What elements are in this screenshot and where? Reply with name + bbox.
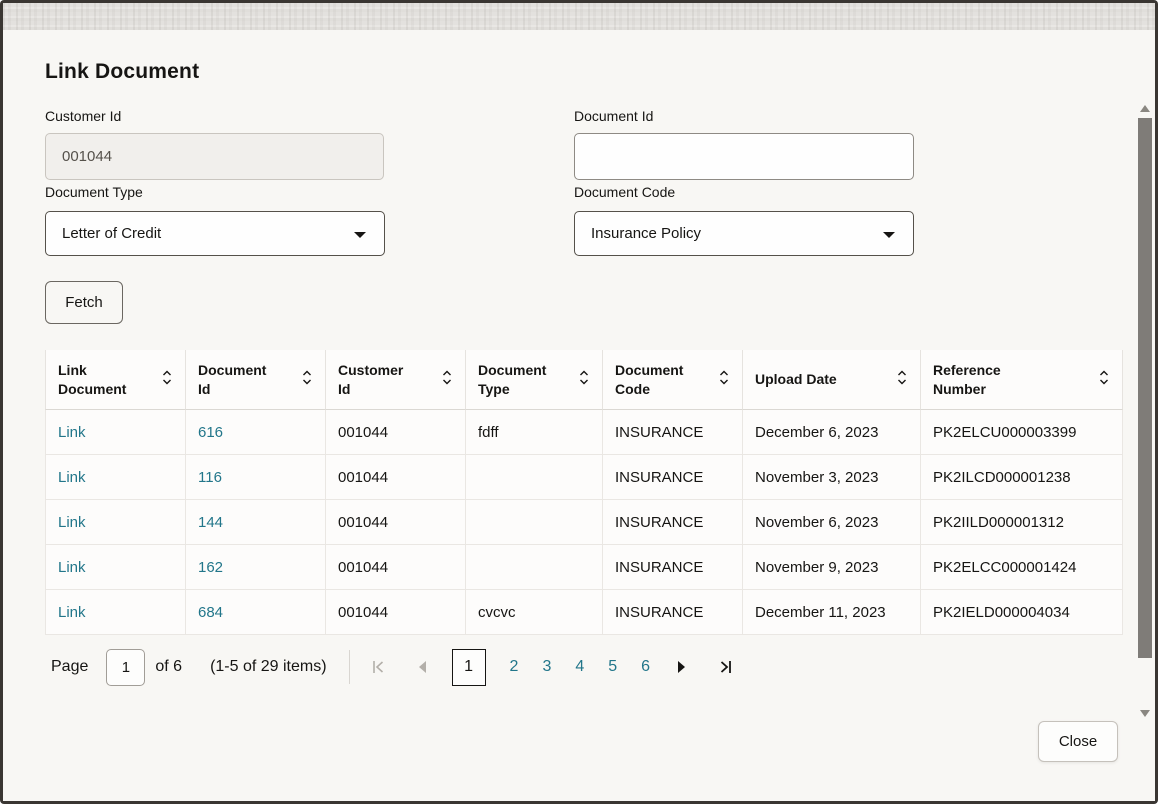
background-page-texture (3, 3, 1155, 30)
page-link[interactable]: 5 (608, 658, 618, 675)
document-type-cell (466, 500, 603, 545)
customer-id-cell: 001044 (326, 455, 466, 500)
column-header-customer-id[interactable]: Customer Id (326, 350, 466, 410)
reference-number-cell: PK2IILD000001312 (921, 500, 1123, 545)
customer-id-cell: 001044 (326, 500, 466, 545)
document-id-link[interactable]: 116 (198, 468, 222, 486)
page-title: Link Document (45, 60, 200, 83)
document-type-cell (466, 455, 603, 500)
document-type-select[interactable]: Letter of Credit (45, 211, 385, 256)
sort-icon[interactable] (1092, 369, 1110, 391)
close-button[interactable]: Close (1038, 721, 1118, 762)
upload-date-cell: November 3, 2023 (743, 455, 921, 500)
page-link[interactable]: 2 (509, 658, 519, 675)
document-id-link[interactable]: 684 (198, 603, 224, 621)
table-row: Link 684 001044 cvcvc INSURANCE December… (45, 590, 1123, 635)
document-type-cell: cvcvc (466, 590, 603, 635)
documents-table: Link Document Document Id Customer Id Do… (45, 350, 1123, 635)
table-header-row: Link Document Document Id Customer Id Do… (45, 350, 1123, 410)
sort-icon[interactable] (155, 369, 173, 391)
document-type-cell: fdff (466, 410, 603, 455)
document-id-label: Document Id (574, 108, 654, 124)
customer-id-cell: 001044 (326, 410, 466, 455)
customer-id-cell: 001044 (326, 545, 466, 590)
document-code-value: Insurance Policy (591, 225, 702, 242)
reference-number-cell: PK2ELCU000003399 (921, 410, 1123, 455)
upload-date-cell: December 11, 2023 (743, 590, 921, 635)
column-header-document-code[interactable]: Document Code (603, 350, 743, 410)
document-type-label: Document Type (45, 184, 143, 200)
table-row: Link 616 001044 fdff INSURANCE December … (45, 410, 1123, 455)
reference-number-cell: PK2ILCD000001238 (921, 455, 1123, 500)
link-action[interactable]: Link (58, 513, 86, 531)
page-link[interactable]: 3 (542, 658, 552, 675)
link-document-dialog: Link Document Customer Id Document Id Do… (3, 30, 1155, 801)
column-header-upload-date[interactable]: Upload Date (743, 350, 921, 410)
column-header-document-id[interactable]: Document Id (186, 350, 326, 410)
document-code-cell: INSURANCE (603, 410, 743, 455)
sort-icon[interactable] (435, 369, 453, 391)
column-header-reference-number[interactable]: Reference Number (921, 350, 1123, 410)
sort-icon[interactable] (572, 369, 590, 391)
link-action[interactable]: Link (58, 423, 86, 441)
table-row: Link 116 001044 INSURANCE November 3, 20… (45, 455, 1123, 500)
sort-icon[interactable] (295, 369, 313, 391)
pagination-divider (348, 650, 350, 684)
document-type-value: Letter of Credit (62, 225, 162, 242)
reference-number-cell: PK2ELCC000001424 (921, 545, 1123, 590)
items-range-label: (1-5 of 29 items) (210, 658, 327, 675)
last-page-icon[interactable] (716, 657, 736, 677)
sort-icon[interactable] (712, 369, 730, 391)
next-page-icon[interactable] (672, 657, 692, 677)
column-header-document-type[interactable]: Document Type (466, 350, 603, 410)
pagination-bar: Page of 6 (1-5 of 29 items) 1 2 3 4 5 6 (51, 648, 736, 686)
page-number-input[interactable] (106, 648, 146, 686)
document-code-label: Document Code (574, 184, 676, 200)
link-action[interactable]: Link (58, 558, 86, 576)
scrollbar-thumb[interactable] (1138, 118, 1152, 658)
reference-number-cell: PK2IELD000004034 (921, 590, 1123, 635)
column-header-link-document[interactable]: Link Document (45, 350, 186, 410)
document-code-cell: INSURANCE (603, 500, 743, 545)
document-type-cell (466, 545, 603, 590)
upload-date-cell: December 6, 2023 (743, 410, 921, 455)
vertical-scrollbar[interactable] (1138, 105, 1152, 717)
document-code-cell: INSURANCE (603, 545, 743, 590)
previous-page-icon[interactable] (412, 657, 432, 677)
customer-id-cell: 001044 (326, 590, 466, 635)
fetch-button[interactable]: Fetch (45, 281, 123, 324)
document-id-field[interactable] (574, 133, 914, 180)
upload-date-cell: November 9, 2023 (743, 545, 921, 590)
chevron-down-icon (883, 231, 895, 238)
scroll-up-icon[interactable] (1140, 105, 1150, 112)
upload-date-cell: November 6, 2023 (743, 500, 921, 545)
customer-id-label: Customer Id (45, 108, 122, 124)
document-id-link[interactable]: 162 (198, 558, 224, 576)
document-code-select[interactable]: Insurance Policy (574, 211, 914, 256)
page-link[interactable]: 4 (575, 658, 585, 675)
document-id-link[interactable]: 144 (198, 513, 224, 531)
document-id-link[interactable]: 616 (198, 423, 224, 441)
customer-id-field[interactable] (45, 133, 384, 180)
page-label: Page (51, 658, 89, 675)
table-row: Link 162 001044 INSURANCE November 9, 20… (45, 545, 1123, 590)
page-link[interactable]: 6 (641, 658, 651, 675)
link-action[interactable]: Link (58, 603, 86, 621)
scroll-down-icon[interactable] (1140, 710, 1150, 717)
chevron-down-icon (354, 231, 366, 238)
document-code-cell: INSURANCE (603, 590, 743, 635)
first-page-icon[interactable] (368, 657, 388, 677)
table-row: Link 144 001044 INSURANCE November 6, 20… (45, 500, 1123, 545)
current-page-button[interactable]: 1 (451, 648, 486, 686)
link-action[interactable]: Link (58, 468, 86, 486)
page-of-label: of 6 (155, 658, 183, 675)
document-code-cell: INSURANCE (603, 455, 743, 500)
sort-icon[interactable] (890, 369, 908, 391)
